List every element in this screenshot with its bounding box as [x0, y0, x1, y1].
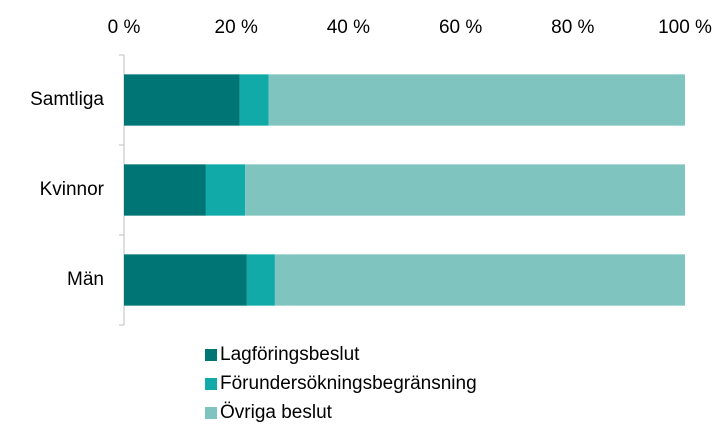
x-tick-label: 100 % [658, 17, 712, 38]
bar-segment [245, 164, 685, 216]
x-tick-label: 20 % [215, 17, 258, 38]
legend-swatch [205, 349, 217, 361]
bar-segment [124, 254, 247, 306]
bar-segment [239, 74, 269, 126]
y-tick-label: Kvinnor [40, 179, 105, 200]
bar-segment [205, 164, 246, 216]
y-tick-label: Män [67, 269, 104, 290]
x-tick-label: 60 % [439, 17, 482, 38]
bar-segment [246, 254, 275, 306]
x-tick-label: 80 % [551, 17, 594, 38]
legend-swatch [205, 407, 217, 419]
x-tick-label: 0 % [108, 17, 141, 38]
bar-segment [124, 74, 240, 126]
y-tick-label: Samtliga [30, 89, 104, 110]
bar-segment [274, 254, 685, 306]
legend-swatch [205, 378, 217, 390]
legend-label: Förundersökningsbegränsning [220, 373, 477, 394]
bar-segment [268, 74, 685, 126]
legend-label: Lagföringsbeslut [220, 344, 360, 365]
legend-label: Övriga beslut [220, 402, 333, 423]
bar-segment [124, 164, 206, 216]
x-tick-label: 40 % [327, 17, 370, 38]
